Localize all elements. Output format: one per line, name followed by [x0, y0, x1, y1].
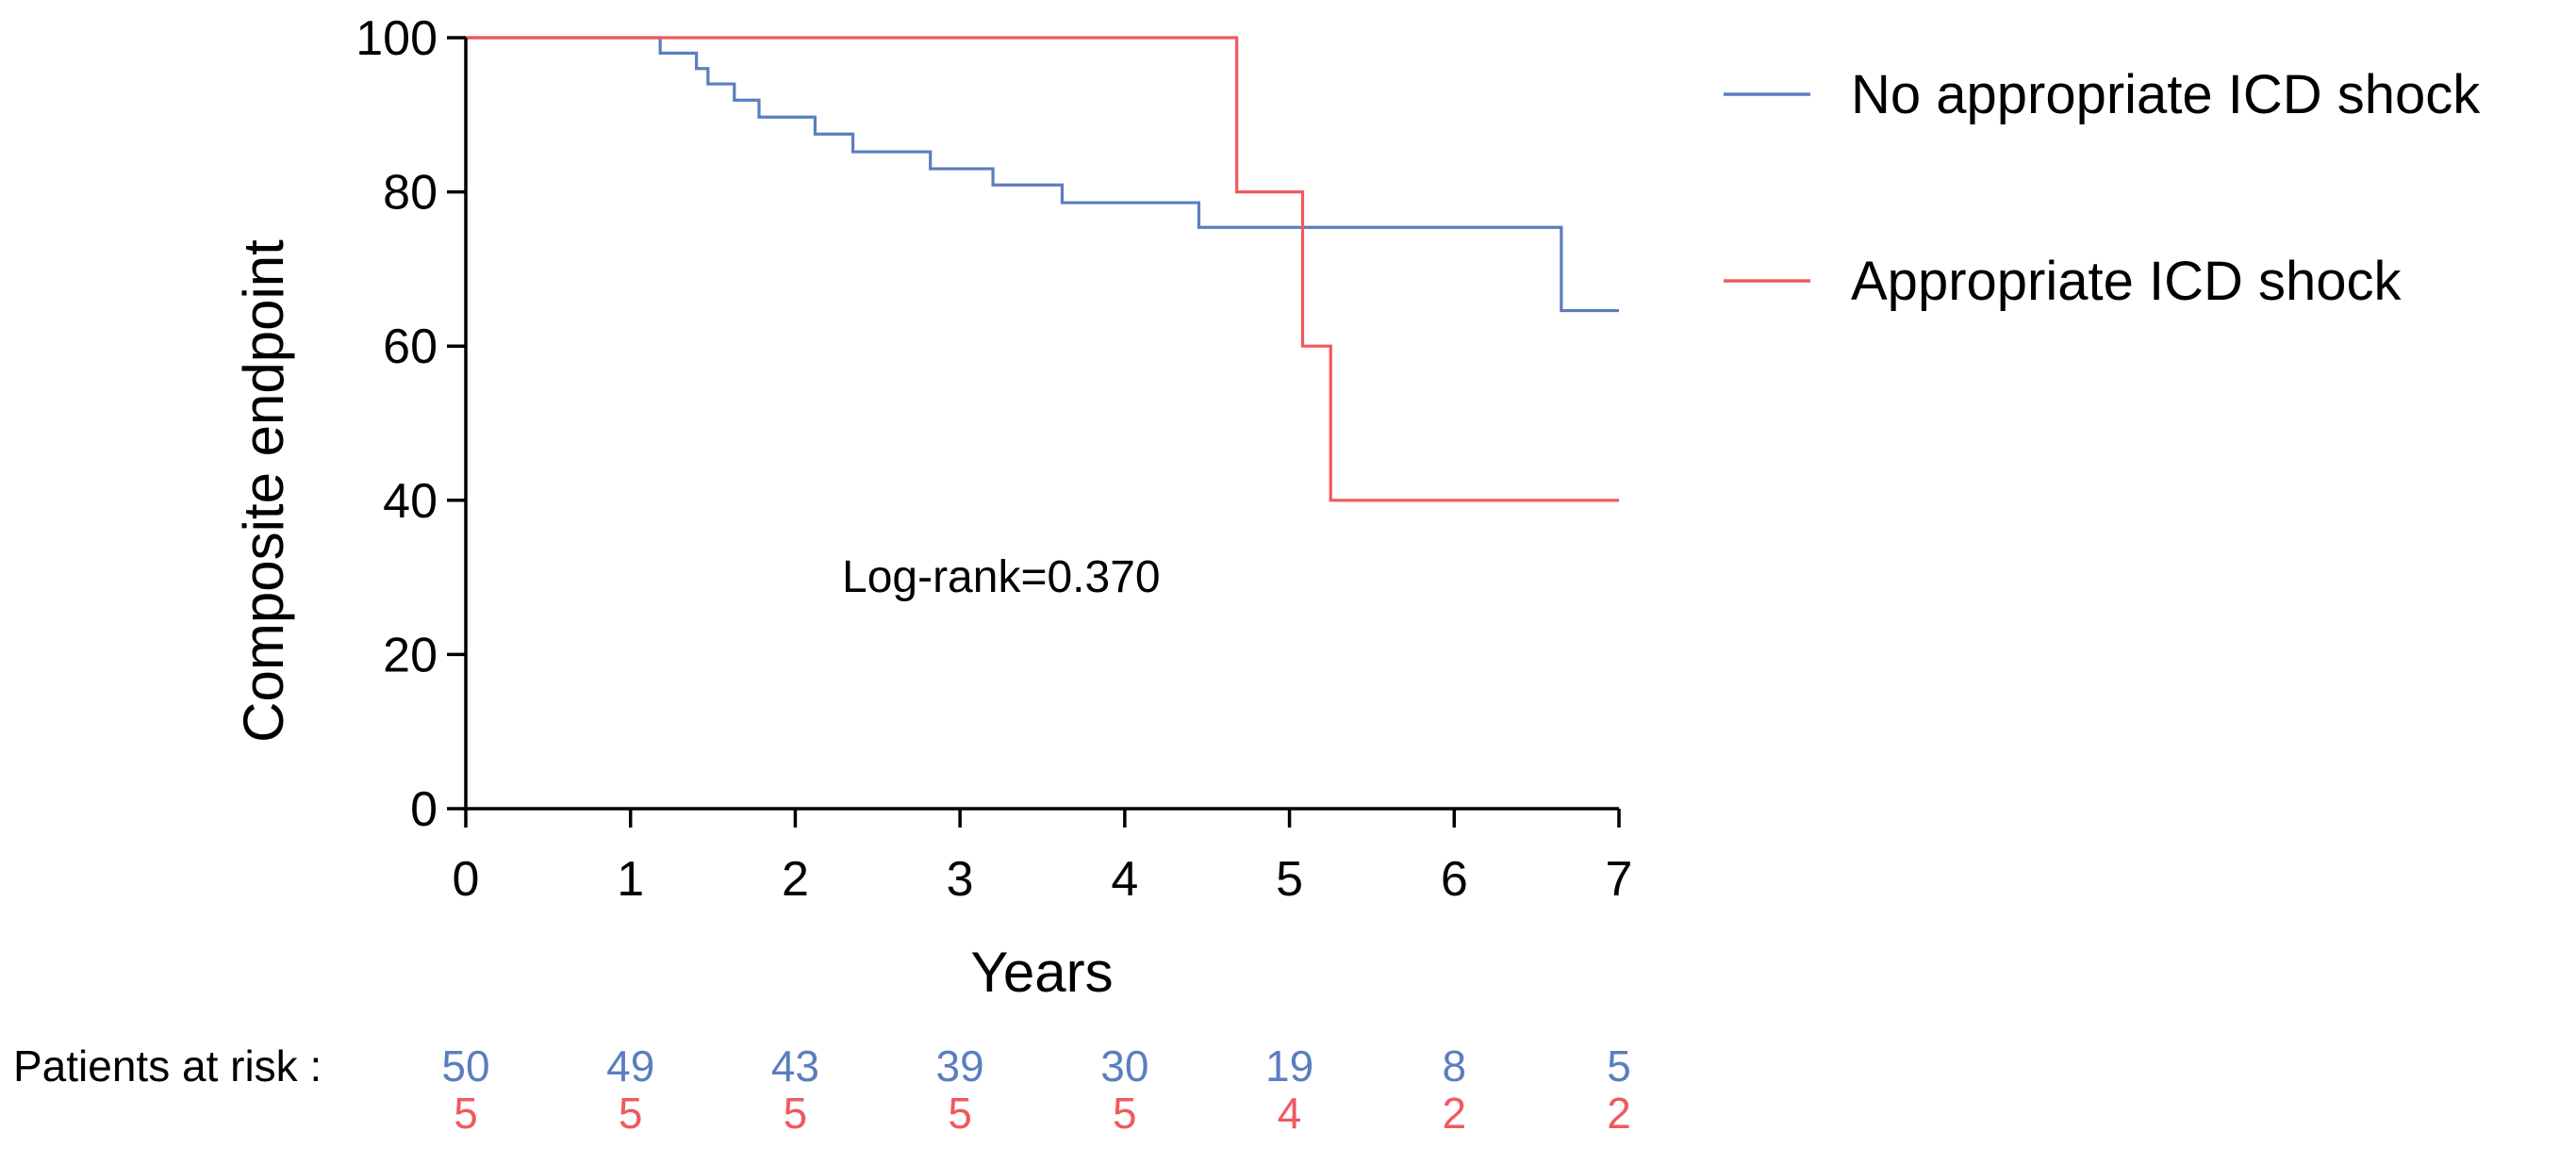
y-axis-title: Composite endpoint: [232, 239, 295, 743]
at-risk-value: 5: [948, 1089, 972, 1138]
km-curve-shock: [466, 36, 1619, 502]
y-tick-label: 80: [383, 166, 438, 221]
at-risk-value: 49: [606, 1041, 654, 1090]
at-risk-value: 50: [441, 1041, 489, 1090]
at-risk-value: 2: [1607, 1089, 1631, 1138]
y-tick-label: 40: [383, 474, 438, 529]
x-tick-label: 3: [947, 852, 974, 907]
legend: No appropriate ICD shock Appropriate ICD …: [1724, 64, 2481, 312]
at-risk-value: 30: [1100, 1041, 1148, 1090]
at-risk-value: 2: [1442, 1089, 1466, 1138]
y-tick-label: 20: [383, 628, 438, 682]
series-layer: [466, 36, 1619, 502]
x-axis-title: Years: [970, 941, 1113, 1004]
at-risk-value: 5: [1113, 1089, 1137, 1138]
ticks-layer: 0 20 40 60 80 100 0 1 2 3 4 5 6 7: [355, 11, 1632, 907]
y-tick-label: 60: [383, 320, 438, 374]
x-tick-label: 0: [453, 852, 480, 907]
x-tick-label: 7: [1606, 852, 1633, 907]
log-rank-annotation: Log-rank=0.370: [842, 552, 1161, 602]
x-tick-label: 1: [617, 852, 644, 907]
y-tick-label: 0: [410, 782, 438, 837]
risk-table: 50 49 43 39 30 19 8 5 5 5 5 5 5 4 2 2: [441, 1041, 1630, 1138]
legend-label: No appropriate ICD shock: [1851, 64, 2481, 125]
at-risk-value: 43: [771, 1041, 819, 1090]
axes-layer: [464, 38, 1619, 811]
x-tick-label: 4: [1111, 852, 1138, 907]
at-risk-value: 19: [1265, 1041, 1313, 1090]
y-tick-label: 100: [355, 11, 438, 66]
risk-table-label: Patients at risk :: [13, 1041, 322, 1090]
at-risk-value: 4: [1278, 1089, 1302, 1138]
at-risk-value: 5: [454, 1089, 478, 1138]
at-risk-value: 39: [936, 1041, 984, 1090]
at-risk-value: 5: [784, 1089, 808, 1138]
at-risk-value: 8: [1442, 1041, 1466, 1090]
at-risk-value: 5: [619, 1089, 643, 1138]
km-curve-no-shock: [466, 36, 1619, 313]
x-tick-label: 2: [782, 852, 809, 907]
x-tick-label: 6: [1441, 852, 1468, 907]
at-risk-value: 5: [1607, 1041, 1631, 1090]
x-tick-label: 5: [1276, 852, 1303, 907]
legend-label: Appropriate ICD shock: [1851, 251, 2402, 312]
